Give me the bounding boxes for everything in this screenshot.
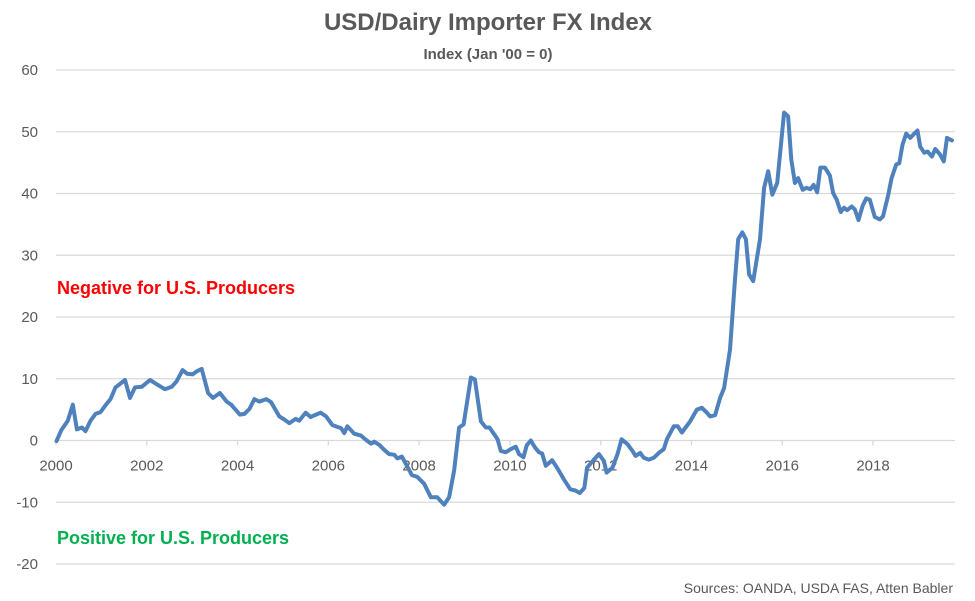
y-tick-label: -10 bbox=[16, 494, 38, 511]
gridlines bbox=[56, 69, 955, 565]
chart-title: USD/Dairy Importer FX Index bbox=[324, 9, 653, 36]
y-tick-label: 40 bbox=[21, 186, 38, 203]
annotation-negative: Negative for U.S. Producers bbox=[57, 278, 295, 298]
y-tick-label: 0 bbox=[30, 433, 38, 450]
y-axis-ticks: -20 -10 0 10 20 30 40 50 60 bbox=[16, 62, 38, 573]
y-tick-label: 60 bbox=[21, 62, 38, 79]
x-tick-label: 2000 bbox=[39, 458, 72, 475]
x-tick-label: 2004 bbox=[221, 458, 254, 475]
x-tick-label: 2006 bbox=[312, 458, 345, 475]
y-tick-label: 30 bbox=[21, 247, 38, 264]
y-tick-label: 20 bbox=[21, 309, 38, 326]
x-tick-label: 2002 bbox=[130, 458, 163, 475]
y-tick-label: 50 bbox=[21, 124, 38, 141]
x-axis-ticks: 2000 2002 2004 2006 2008 2010 2012 2014 2016 2018 bbox=[39, 440, 890, 475]
annotation-positive: Positive for U.S. Producers bbox=[57, 528, 289, 548]
x-tick-label: 2018 bbox=[856, 458, 889, 475]
x-tick-label: 2010 bbox=[493, 458, 526, 475]
x-tick-label: 2014 bbox=[675, 458, 708, 475]
y-tick-label: -20 bbox=[16, 556, 38, 573]
y-tick-label: 10 bbox=[21, 371, 38, 388]
series-points bbox=[56, 112, 953, 505]
source-note: Sources: OANDA, USDA FAS, Atten Babler bbox=[684, 580, 954, 596]
chart-subtitle: Index (Jan '00 = 0) bbox=[423, 46, 552, 63]
series-line bbox=[54, 110, 954, 507]
x-tick-label: 2016 bbox=[766, 458, 799, 475]
